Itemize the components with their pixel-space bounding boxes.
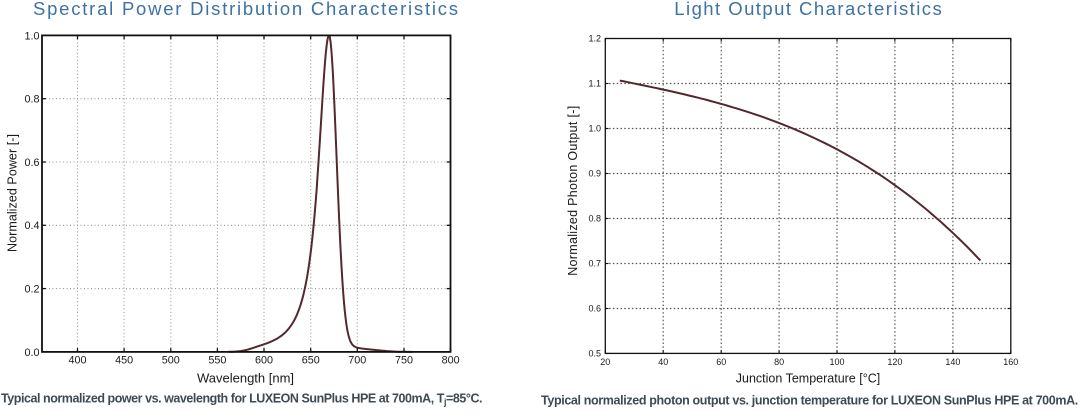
svg-text:0.7: 0.7 [588,259,601,269]
svg-text:0.9: 0.9 [588,169,601,179]
svg-text:500: 500 [162,355,180,367]
svg-text:0.2: 0.2 [24,284,39,296]
svg-text:0.4: 0.4 [24,220,39,232]
svg-text:0.6: 0.6 [24,157,39,169]
svg-text:650: 650 [302,355,320,367]
svg-text:550: 550 [208,355,226,367]
svg-text:160: 160 [1003,357,1018,367]
svg-text:Normalized Power [-]: Normalized Power [-] [6,134,20,252]
svg-text:20: 20 [600,357,610,367]
svg-text:1.0: 1.0 [588,124,601,134]
svg-text:Spectral Power Distribution Ch: Spectral Power Distribution Characterist… [33,0,458,19]
svg-text:1.0: 1.0 [24,30,39,42]
svg-text:400: 400 [68,355,86,367]
svg-text:1.1: 1.1 [588,79,601,89]
svg-text:Junction Temperature [°C]: Junction Temperature [°C] [736,372,880,386]
svg-text:0.5: 0.5 [588,349,601,359]
svg-text:450: 450 [115,355,133,367]
svg-text:750: 750 [395,355,413,367]
svg-text:700: 700 [348,355,366,367]
svg-text:0.0: 0.0 [24,347,39,359]
svg-text:Light Output Characteristics: Light Output Characteristics [674,0,942,19]
svg-text:40: 40 [658,357,668,367]
svg-text:600: 600 [255,355,273,367]
svg-text:140: 140 [945,357,960,367]
svg-text:0.8: 0.8 [588,214,601,224]
svg-text:1.2: 1.2 [588,34,601,44]
svg-text:Typical normalized photon outp: Typical normalized photon output vs. jun… [541,394,1078,408]
svg-text:800: 800 [442,355,460,367]
svg-text:Wavelength [nm]: Wavelength [nm] [197,371,294,386]
svg-text:0.6: 0.6 [588,304,601,314]
svg-text:60: 60 [716,357,726,367]
svg-text:Typical normalized power vs. w: Typical normalized power vs. wavelength … [1,392,482,408]
svg-text:100: 100 [829,357,844,367]
svg-text:120: 120 [887,357,902,367]
svg-text:Normalized Photon Output [-]: Normalized Photon Output [-] [566,106,580,276]
svg-text:80: 80 [774,357,784,367]
svg-text:0.8: 0.8 [24,94,39,106]
